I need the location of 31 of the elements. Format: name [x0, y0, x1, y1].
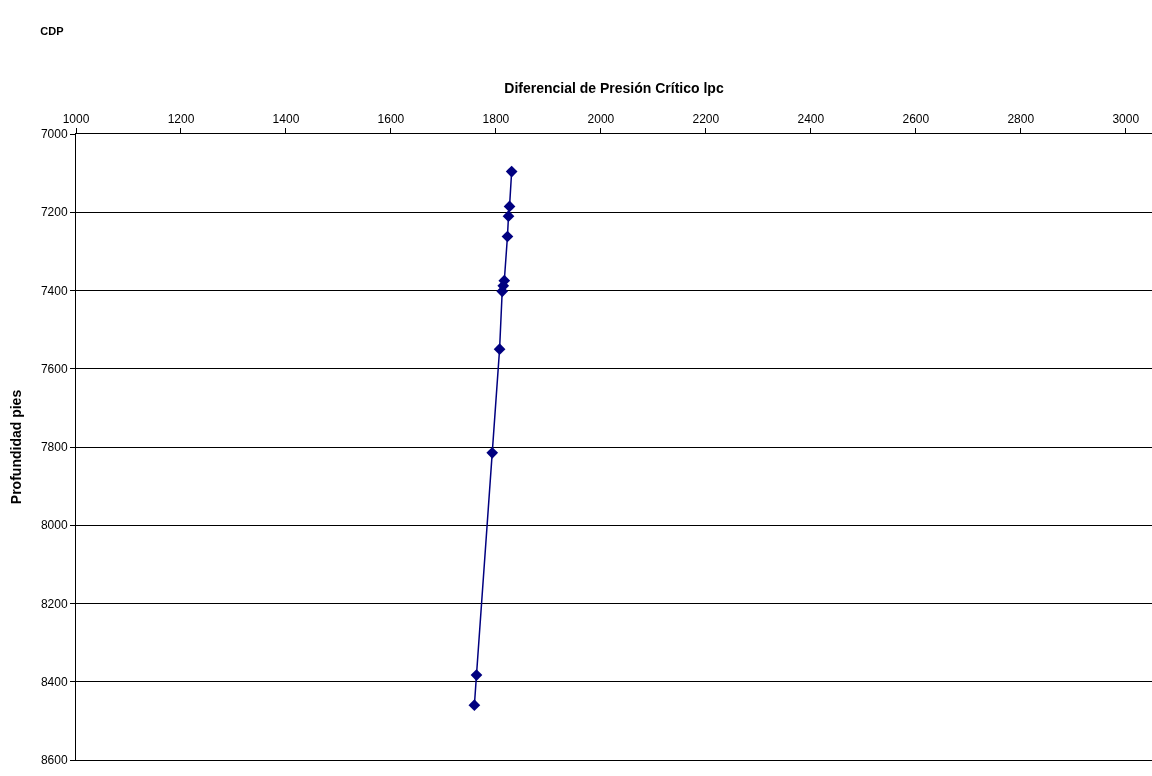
point: [505, 165, 518, 178]
y-tick-label: 7000: [40, 127, 68, 142]
y-tick-label: 7800: [40, 440, 68, 455]
x-tick-label: 1400: [272, 112, 300, 127]
x-tick-label: 2800: [1007, 112, 1035, 127]
x-tick-label: 1000: [62, 112, 90, 127]
y-axis-title: Profundidad pies: [8, 389, 25, 505]
x-tick-label: 1600: [377, 112, 405, 127]
x-tick-label: 1200: [167, 112, 195, 127]
point: [502, 210, 515, 223]
chart-title: CDP: [40, 24, 64, 37]
point: [501, 230, 514, 243]
y-tick-label: 8000: [40, 518, 68, 533]
y-tick-label: 8200: [40, 596, 68, 611]
x-tick-label: 2000: [587, 112, 615, 127]
y-tick-label: 8400: [40, 674, 68, 689]
point: [486, 447, 499, 459]
y-tick-label: 7400: [40, 283, 68, 298]
x-axis-title: Diferencial de Presión Crítico lpc: [504, 79, 724, 96]
y-tick-label: 7600: [40, 361, 68, 376]
x-tick-label: 1800: [482, 112, 510, 127]
point: [468, 699, 481, 712]
point: [470, 669, 483, 681]
y-tick-label: 8600: [40, 753, 68, 768]
x-tick-label: 2600: [902, 112, 930, 127]
x-tick-label: 2400: [797, 112, 825, 127]
x-tick-label: 3000: [1112, 112, 1140, 127]
y-tick-label: 7200: [40, 205, 68, 220]
x-tick-label: 2200: [692, 112, 720, 127]
point: [493, 343, 506, 356]
point: [503, 200, 516, 213]
